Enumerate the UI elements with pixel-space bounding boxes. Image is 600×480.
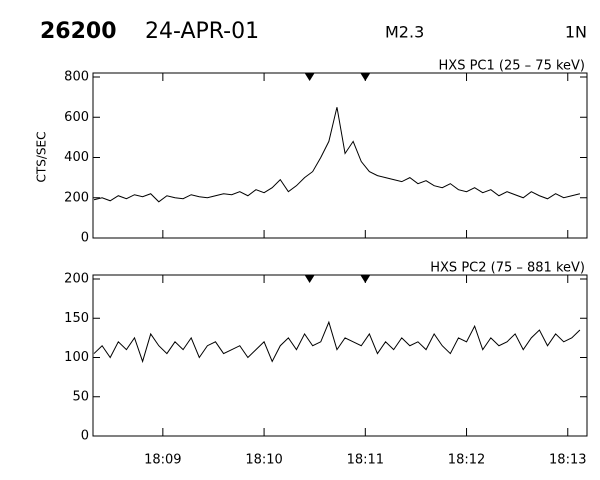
event-id: 26200 (40, 19, 117, 44)
flare-marker (360, 73, 371, 81)
flare-marker (304, 73, 315, 81)
x-tick-label: 18:09 (144, 453, 181, 468)
y-tick-label: 200 (64, 272, 89, 287)
panel-title: HXS PC2 (75 – 881 keV) (430, 261, 585, 276)
event-date: 24-APR-01 (145, 19, 259, 44)
y-tick-label: 100 (64, 350, 89, 365)
x-tick-label: 18:13 (549, 453, 586, 468)
y-tick-label: 50 (72, 389, 89, 404)
y-tick-label: 0 (81, 231, 89, 246)
x-tick-label: 18:12 (448, 453, 485, 468)
plot-frame (92, 72, 588, 239)
plot-frame (92, 274, 588, 437)
x-tick-label: 18:10 (245, 453, 282, 468)
y-tick-label: 150 (64, 311, 89, 326)
y-axis-label: CTS/SEC (35, 132, 49, 183)
flare-marker (304, 275, 315, 283)
y-tick-label: 600 (64, 110, 89, 125)
y-tick-label: 400 (64, 150, 89, 165)
data-line (93, 320, 581, 364)
flare-location: 1N (565, 23, 587, 42)
flare-class: M2.3 (385, 23, 424, 42)
panel-title: HXS PC1 (25 – 75 keV) (439, 59, 585, 74)
flare-marker (360, 275, 371, 283)
y-tick-label: 0 (81, 429, 89, 444)
y-tick-label: 800 (64, 70, 89, 85)
x-tick-label: 18:11 (347, 453, 384, 468)
y-tick-label: 200 (64, 190, 89, 205)
data-line (93, 107, 581, 203)
